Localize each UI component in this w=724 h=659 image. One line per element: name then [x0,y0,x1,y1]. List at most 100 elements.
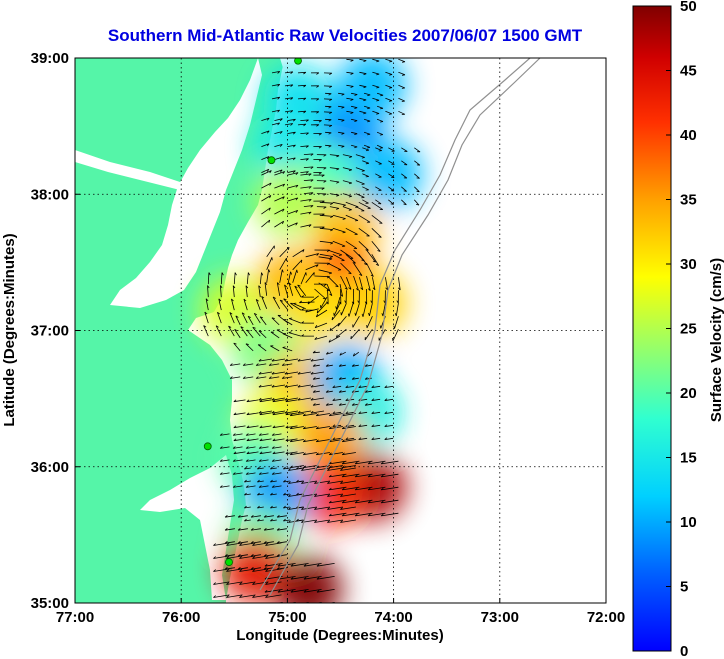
velocity-arrow-165 [300,173,312,176]
y-tick-label-3: 38:00 [31,186,69,203]
velocity-arrow-50 [271,71,281,74]
velocity-arrow-106 [316,167,327,170]
velocity-arrow-1 [325,105,332,109]
velocity-arrow-574 [296,518,303,522]
velocity-arrow-358 [271,397,286,401]
velocity-arrow-563 [270,505,277,509]
velocity-arrow-293 [314,322,328,329]
velocity-arrow-423 [384,424,394,427]
velocity-arrow-185 [345,201,359,208]
velocity-arrow-540 [327,467,343,471]
velocity-arrow-495 [271,433,282,436]
velocity-arrow-75 [261,117,270,121]
velocity-arrow-338 [255,363,267,366]
velocity-arrow-622 [265,568,282,572]
velocity-arrow-494 [258,485,269,488]
colorbar-label: Surface Velocity (cm/s) [708,258,724,422]
velocity-arrow-260 [233,272,237,285]
velocity-arrow-373 [310,397,325,401]
velocity-arrow-7 [338,118,345,122]
velocity-arrow-115 [342,154,353,158]
x-axis-label: Longitude (Degrees:Minutes) [236,627,444,644]
velocity-arrow-18 [363,131,371,136]
velocity-arrow-163 [287,210,299,215]
chart-title: Southern Mid-Atlantic Raw Velocities 200… [108,26,583,45]
velocity-arrow-505 [341,460,360,465]
velocity-arrow-561 [270,479,277,483]
velocity-arrow-520 [380,460,399,465]
velocity-arrow-603 [213,581,230,585]
velocity-arrow-320 [397,277,401,291]
velocity-arrow-272 [255,298,261,311]
velocity-arrow-5 [338,92,345,96]
velocity-arrow-500 [328,460,347,465]
velocity-arrow-485 [245,433,256,436]
velocity-arrow-31 [359,71,367,76]
velocity-arrow-382 [325,377,333,380]
velocity-arrow-580 [237,514,248,518]
velocity-arrow-81 [274,131,283,134]
velocity-arrow-378 [312,390,320,393]
velocity-arrow-612 [239,568,256,572]
velocity-arrow-294 [314,335,328,340]
velocity-arrow-266 [245,285,249,298]
velocity-arrow-453 [289,452,304,456]
velocity-arrow-274 [252,326,261,337]
velocity-arrow-53 [271,109,280,113]
velocity-arrow-516 [367,473,386,478]
velocity-arrow-353 [258,397,273,401]
velocity-arrow-614 [239,594,256,598]
velocity-arrow-498 [271,472,282,475]
velocity-arrow-560 [270,466,277,470]
velocity-arrow-437 [259,425,272,429]
velocity-arrow-212 [340,275,348,290]
velocity-arrow-328 [229,363,241,366]
colorbar-tick-label-8: 40 [680,127,697,144]
velocity-arrow-48 [398,97,405,102]
velocity-arrow-476 [219,446,230,449]
velocity-arrow-521 [380,473,399,478]
velocity-arrow-333 [242,363,254,366]
velocity-arrow-632 [277,589,296,593]
velocity-arrow-307 [354,303,360,316]
chesapeake-bay [110,58,262,308]
velocity-arrow-196 [371,214,383,224]
velocity-arrow-34 [359,110,367,115]
velocity-arrow-19 [363,144,371,149]
velocity-arrow-478 [219,472,230,475]
velocity-arrow-570 [296,466,303,470]
velocity-arrow-566 [283,479,290,483]
velocity-arrow-309 [350,328,360,340]
velocity-arrow-155 [274,171,286,176]
velocity-arrow-429 [233,451,246,455]
velocity-arrow-186 [345,214,359,222]
velocity-arrow-35 [372,58,380,63]
velocity-arrow-104 [303,205,314,208]
velocity-arrow-74 [323,124,333,128]
velocity-arrow-371 [310,371,325,375]
velocity-arrow-180 [332,201,346,207]
velocity-arrow-474 [341,465,356,469]
velocity-arrow-72 [323,98,333,102]
velocity-arrow-85 [287,118,296,122]
velocity-arrow-315 [385,277,388,291]
velocity-arrow-13 [351,131,358,135]
velocity-arrow-555 [257,466,264,470]
velocity-arrow-401 [332,398,342,401]
velocity-arrow-326 [234,329,241,339]
velocity-arrow-203 [314,288,327,300]
velocity-arrow-368 [297,397,312,401]
velocity-arrow-44 [385,110,393,115]
velocity-arrow-30 [359,58,367,62]
velocity-arrow-424 [384,437,394,440]
velocity-arrow-49 [398,110,405,115]
velocity-arrow-617 [252,568,269,572]
velocity-arrow-506 [341,473,360,478]
velocity-arrow-641 [303,576,322,580]
velocity-arrow-389 [338,403,346,406]
velocity-arrow-42 [385,84,393,89]
velocity-arrow-169 [300,224,312,228]
x-tick-label-3: 74:00 [374,609,412,626]
velocity-arrow-90 [300,119,309,122]
velocity-arrow-438 [259,438,272,442]
